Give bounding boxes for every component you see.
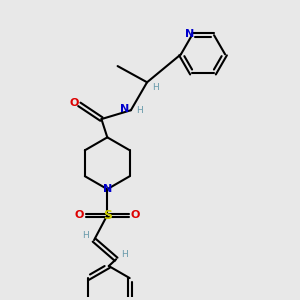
Text: N: N — [103, 184, 112, 194]
Text: S: S — [103, 208, 112, 222]
Text: H: H — [152, 83, 159, 92]
Text: O: O — [130, 210, 140, 220]
Text: N: N — [120, 104, 129, 114]
Text: H: H — [121, 250, 128, 259]
Text: O: O — [69, 98, 79, 108]
Text: H: H — [82, 231, 89, 240]
Text: H: H — [136, 106, 142, 115]
Text: O: O — [75, 210, 84, 220]
Text: N: N — [185, 29, 194, 39]
